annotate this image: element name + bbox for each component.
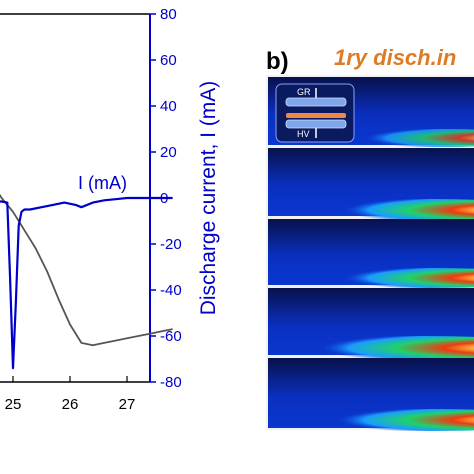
x-axis-ticks: 25 26 27 <box>5 376 136 413</box>
right-axis-label: Discharge current, I (mA) <box>197 81 220 316</box>
y-tick-label: 60 <box>160 52 177 69</box>
y-tick-label: -40 <box>160 282 182 299</box>
image-frame-3 <box>268 219 474 288</box>
panel-b-title: 1ry disch.in <box>334 45 456 70</box>
y-tick-label: 20 <box>160 144 177 161</box>
series-lines <box>0 193 173 370</box>
electrode-inset: GR HV <box>275 83 355 143</box>
series-line-current <box>0 196 173 370</box>
y-tick-label: 40 <box>160 98 177 115</box>
inset-label-hv: HV <box>297 129 310 139</box>
y-tick-label: -80 <box>160 374 182 391</box>
y-tick-label: -20 <box>160 236 182 253</box>
y-tick-label: -60 <box>160 328 182 345</box>
image-frame-2 <box>268 148 474 221</box>
y-tick-label: 80 <box>160 6 177 23</box>
x-tick-label: 26 <box>62 396 79 413</box>
panel-b-tag: b) <box>266 48 289 75</box>
image-frame-5 <box>268 358 474 431</box>
x-tick-label: 27 <box>119 396 136 413</box>
image-frame-4 <box>268 288 474 360</box>
x-tick-label: 25 <box>5 396 22 413</box>
series-label-current: I (mA) <box>78 173 127 193</box>
inset-label-gr: GR <box>297 87 311 97</box>
panel-b: b) 1ry disch.in <box>266 45 474 431</box>
series-line-secondary <box>0 193 173 347</box>
